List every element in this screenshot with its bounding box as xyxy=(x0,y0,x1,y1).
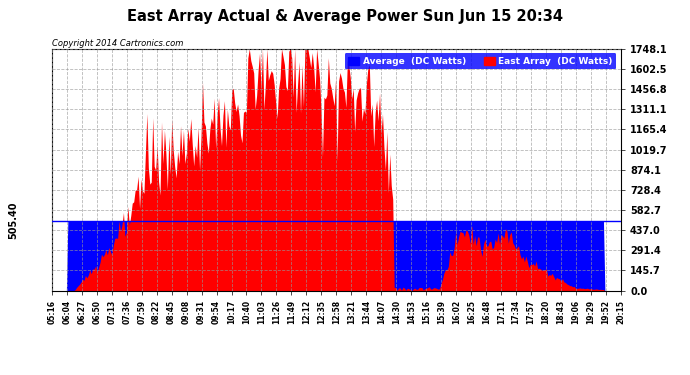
Text: 505.40: 505.40 xyxy=(8,202,18,240)
Text: East Array Actual & Average Power Sun Jun 15 20:34: East Array Actual & Average Power Sun Ju… xyxy=(127,9,563,24)
Legend: Average  (DC Watts), East Array  (DC Watts): Average (DC Watts), East Array (DC Watts… xyxy=(345,53,616,69)
Text: Copyright 2014 Cartronics.com: Copyright 2014 Cartronics.com xyxy=(52,39,183,48)
